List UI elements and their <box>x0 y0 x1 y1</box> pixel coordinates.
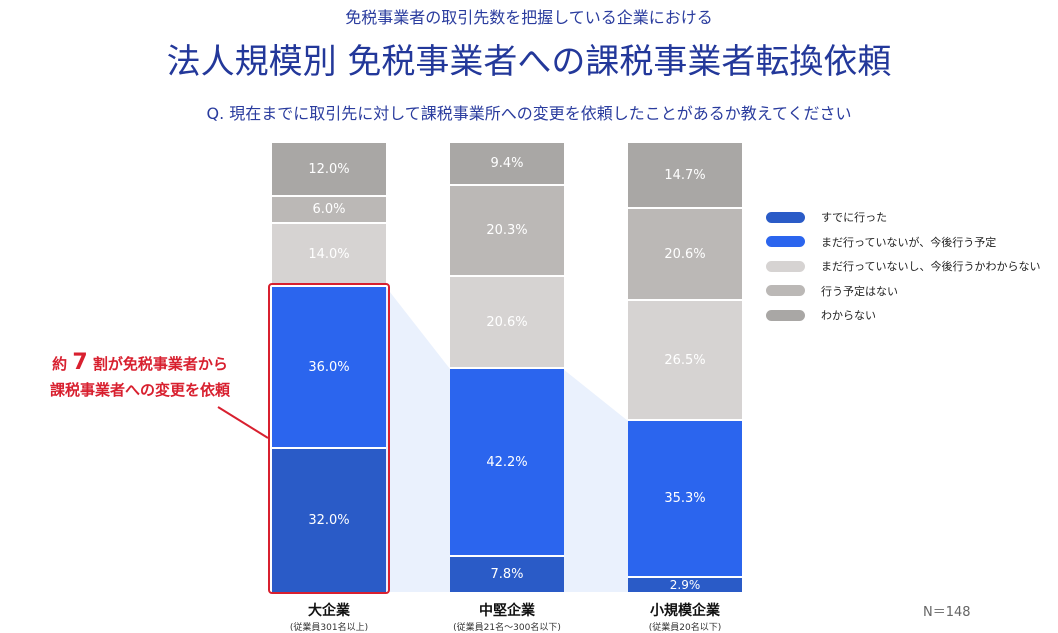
bar-small-enterprise: 14.7% 20.6% 26.5% 35.3% 2.9% <box>628 143 742 592</box>
callout-number: 7 <box>72 350 88 375</box>
legend-swatch-icon <box>766 260 805 272</box>
segment-planned: 35.3% <box>628 421 742 578</box>
segment-already: 32.0% <box>272 449 386 592</box>
legend: すでに行った まだ行っていないが、今後行う予定 まだ行っていないし、今後行うかわ… <box>766 205 1040 328</box>
bar-large-enterprise: 12.0% 6.0% 14.0% 36.0% 32.0% <box>272 143 386 592</box>
segment-planned: 36.0% <box>272 287 386 449</box>
segment-unknown: 12.0% <box>272 143 386 197</box>
legend-swatch-icon <box>766 236 805 248</box>
segment-unsure: 14.0% <box>272 224 386 287</box>
segment-no-plan: 20.6% <box>628 209 742 301</box>
highlight-box <box>268 283 390 594</box>
category-sublabel-small: (従業員20名以下) <box>648 623 722 633</box>
category-label-mid: 中堅企業 <box>479 603 535 619</box>
segment-unknown: 14.7% <box>628 143 742 209</box>
chart-subtitle: 免税事業者の取引先数を把握している企業における <box>345 8 713 27</box>
survey-question: Q. 現在までに取引先に対して課税事業所への変更を依頼したことがあるか教えてくだ… <box>206 104 852 123</box>
category-sublabel-mid: (従業員21名～300名以下) <box>453 623 561 633</box>
legend-item: わからない <box>766 303 1040 328</box>
segment-no-plan: 6.0% <box>272 197 386 224</box>
segment-unsure: 20.6% <box>450 277 564 369</box>
callout-line2: 課税事業者への変更を依頼 <box>49 381 230 399</box>
legend-item: まだ行っていないが、今後行う予定 <box>766 230 1040 255</box>
callout-line1: 約 7 割が免税事業者から <box>52 350 228 375</box>
bar-mid-enterprise: 9.4% 20.3% 20.6% 42.2% 7.8% <box>450 143 564 592</box>
legend-item: すでに行った <box>766 205 1040 230</box>
sample-size: N＝148 <box>923 605 971 620</box>
segment-unsure: 26.5% <box>628 301 742 421</box>
callout-annotation: 約 7 割が免税事業者から 課税事業者への変更を依頼 <box>20 350 260 403</box>
legend-item: 行う予定はない <box>766 279 1040 304</box>
segment-already: 7.8% <box>450 557 564 592</box>
segment-planned: 42.2% <box>450 369 564 557</box>
legend-swatch-icon <box>766 285 805 297</box>
segment-no-plan: 20.3% <box>450 186 564 277</box>
category-label-small: 小規模企業 <box>650 603 720 619</box>
chart-title: 法人規模別 免税事業者への課税事業者転換依頼 <box>166 42 892 82</box>
segment-unknown: 9.4% <box>450 143 564 186</box>
category-label-large: 大企業 <box>308 603 350 619</box>
legend-item: まだ行っていないし、今後行うかわからない <box>766 254 1040 279</box>
segment-already: 2.9% <box>628 578 742 592</box>
legend-swatch-icon <box>766 211 805 223</box>
category-sublabel-large: (従業員301名以上) <box>289 623 369 633</box>
legend-swatch-icon <box>766 309 805 321</box>
